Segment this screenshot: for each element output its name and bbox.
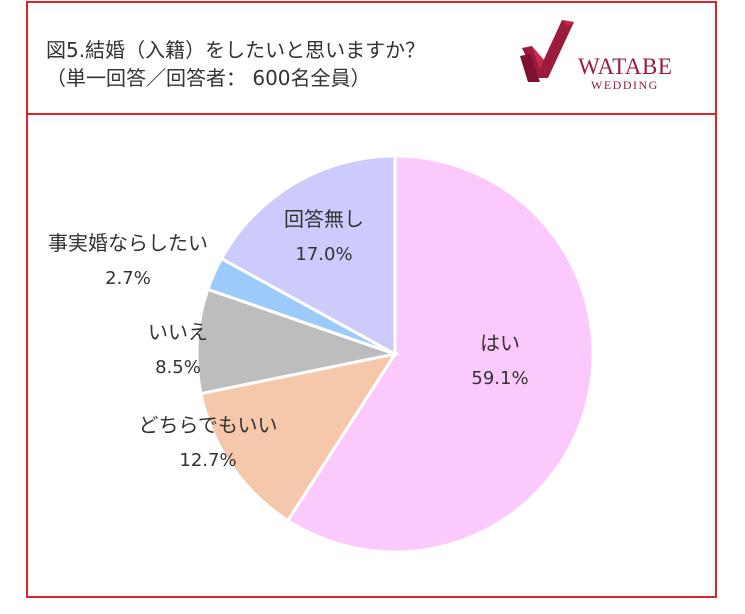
logo-sub-text: WEDDING (591, 78, 659, 92)
pie-slice-5 (219, 154, 397, 357)
header-divider (26, 113, 717, 115)
watabe-wedding-logo: WATABE WEDDING (518, 16, 688, 96)
pie-slice-3 (195, 287, 401, 396)
pie-slice-2 (199, 351, 399, 523)
slice-value-label-4: 2.7% (105, 268, 151, 289)
slice-value-label-3: 8.5% (155, 357, 201, 378)
chart-frame (26, 1, 717, 598)
slice-value-label-5: 17.0% (295, 244, 352, 265)
chart-title: 図5.結婚（入籍）をしたいと思いますか？ (46, 38, 426, 62)
slice-label-4: 事実婚ならしたい (48, 231, 208, 255)
pie-slice-1 (285, 154, 595, 554)
slice-value-label-1: 59.1% (471, 368, 528, 389)
chart-subtitle: （単一回答／回答者： 600名全員） (46, 66, 371, 90)
slice-label-2: どちらでもいい (139, 413, 278, 437)
slice-label-1: はい (480, 331, 520, 355)
slice-value-label-2: 12.7% (179, 450, 236, 471)
checkmark-logo-icon (520, 20, 574, 82)
slice-label-3: いいえ (148, 320, 208, 344)
slice-label-5: 回答無し (284, 207, 364, 231)
logo-brand-text: WATABE (578, 54, 673, 79)
